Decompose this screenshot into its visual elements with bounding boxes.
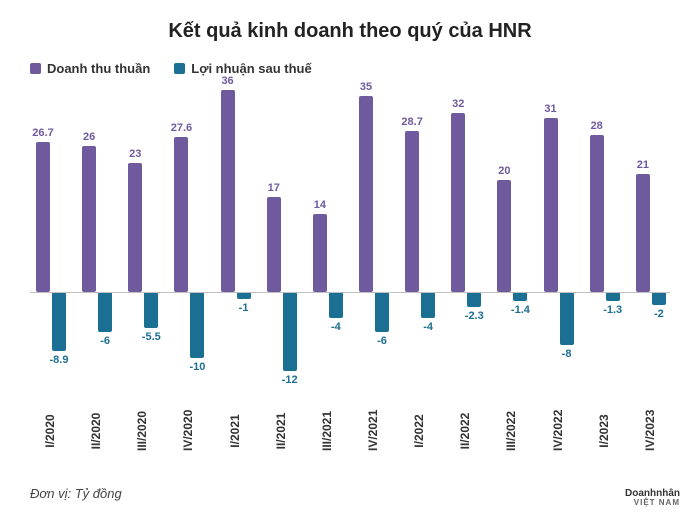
bar-revenue: 23	[128, 163, 142, 292]
x-axis-label: II/2022	[458, 411, 472, 451]
bar-revenue: 26.7	[36, 142, 50, 292]
bar-value-label: -1	[239, 302, 249, 314]
bar-profit: -12	[283, 292, 297, 371]
bar-revenue: 28	[590, 135, 604, 292]
bar-group: 23-5.5	[122, 82, 162, 392]
plot-area: 26.7-8.926-623-5.527.6-1036-117-1214-435…	[30, 82, 670, 392]
x-axis-label: II/2021	[274, 411, 288, 451]
bar-profit: -8	[560, 292, 574, 345]
bar-value-label: 23	[129, 148, 141, 160]
bar-value-label: 31	[544, 103, 556, 115]
bar-group: 14-4	[307, 82, 347, 392]
bar-group: 26.7-8.9	[30, 82, 70, 392]
watermark: Doanhnhân VIỆT NAM	[625, 489, 680, 507]
bar-revenue: 17	[267, 197, 281, 292]
x-axis-label: I/2022	[412, 411, 426, 451]
bar-value-label: 36	[221, 75, 233, 87]
x-axis-label: I/2023	[597, 411, 611, 451]
watermark-sub: VIỆT NAM	[625, 499, 680, 507]
bar-value-label: -12	[282, 374, 298, 386]
bar-value-label: 14	[314, 199, 326, 211]
bar-group: 17-12	[261, 82, 301, 392]
x-axis: I/2020II/2020III/2020IV/2020I/2021II/202…	[30, 396, 670, 410]
x-axis-label: IV/2020	[181, 411, 195, 451]
legend-swatch-revenue	[30, 63, 41, 74]
bar-profit: -4	[421, 292, 435, 318]
x-axis-label: I/2020	[43, 411, 57, 451]
bar-value-label: -4	[331, 321, 341, 333]
bar-group: 21-2	[630, 82, 670, 392]
bar-value-label: 26	[83, 131, 95, 143]
bar-value-label: -6	[100, 335, 110, 347]
bar-value-label: -4	[423, 321, 433, 333]
bar-value-label: 20	[498, 165, 510, 177]
legend-label-revenue: Doanh thu thuần	[47, 61, 150, 76]
bar-profit: -1.3	[606, 292, 620, 301]
chart-title: Kết quả kinh doanh theo quý của HNR	[30, 20, 670, 43]
bar-group: 26-6	[76, 82, 116, 392]
bar-revenue: 35	[359, 96, 373, 292]
bar-revenue: 20	[497, 180, 511, 292]
bar-profit: -8.9	[52, 292, 66, 351]
legend-item-revenue: Doanh thu thuần	[30, 61, 150, 76]
bar-value-label: 28	[591, 120, 603, 132]
bar-value-label: 28.7	[401, 116, 422, 128]
bar-revenue: 27.6	[174, 137, 188, 292]
legend: Doanh thu thuần Lợi nhuận sau thuế	[30, 61, 670, 76]
bar-group: 28-1.3	[584, 82, 624, 392]
bar-group: 27.6-10	[168, 82, 208, 392]
x-axis-label: II/2020	[89, 411, 103, 451]
bar-group: 28.7-4	[399, 82, 439, 392]
bar-revenue: 21	[636, 174, 650, 292]
bar-revenue: 26	[82, 146, 96, 292]
unit-label: Đơn vị: Tỷ đồng	[30, 486, 122, 501]
bar-value-label: -2	[654, 308, 664, 320]
x-axis-label: IV/2022	[551, 411, 565, 451]
bar-value-label: -8	[562, 348, 572, 360]
bar-value-label: 32	[452, 98, 464, 110]
legend-label-profit: Lợi nhuận sau thuế	[191, 61, 311, 76]
bar-value-label: 27.6	[171, 122, 192, 134]
bar-value-label: 21	[637, 159, 649, 171]
bar-profit: -5.5	[144, 292, 158, 328]
bar-group: 35-6	[353, 82, 393, 392]
bar-value-label: 35	[360, 81, 372, 93]
legend-item-profit: Lợi nhuận sau thuế	[174, 61, 311, 76]
bar-revenue: 31	[544, 118, 558, 292]
bar-group: 32-2.3	[445, 82, 485, 392]
legend-swatch-profit	[174, 63, 185, 74]
bar-profit: -6	[375, 292, 389, 332]
bar-revenue: 36	[221, 90, 235, 292]
bar-profit: -1.4	[513, 292, 527, 301]
bar-revenue: 14	[313, 214, 327, 292]
bar-group: 36 -1	[215, 82, 255, 392]
baseline	[30, 292, 670, 293]
bar-revenue: 32	[451, 113, 465, 292]
bar-value-label: -1.4	[511, 304, 530, 316]
x-axis-label: III/2020	[135, 411, 149, 451]
bar-profit: -2.3	[467, 292, 481, 307]
bar-value-label: -1.3	[603, 304, 622, 316]
x-axis-label: I/2021	[228, 411, 242, 451]
bar-value-label: -10	[189, 361, 205, 373]
x-axis-label: III/2021	[320, 411, 334, 451]
bar-value-label: -6	[377, 335, 387, 347]
bar-profit: -4	[329, 292, 343, 318]
bar-value-label: -8.9	[50, 354, 69, 366]
bar-profit: -2	[652, 292, 666, 305]
x-axis-label: III/2022	[504, 411, 518, 451]
bars-row: 26.7-8.926-623-5.527.6-1036-117-1214-435…	[30, 82, 670, 392]
bar-profit: -6	[98, 292, 112, 332]
chart-container: Kết quả kinh doanh theo quý của HNR Doan…	[0, 0, 700, 513]
bar-revenue: 28.7	[405, 131, 419, 292]
x-axis-label: IV/2023	[643, 411, 657, 451]
bar-value-label: -5.5	[142, 331, 161, 343]
bar-value-label: -2.3	[465, 310, 484, 322]
bar-profit: -10	[190, 292, 204, 358]
bar-group: 31-8	[538, 82, 578, 392]
bar-value-label: 17	[268, 182, 280, 194]
bar-value-label: 26.7	[32, 127, 53, 139]
x-axis-label: IV/2021	[366, 411, 380, 451]
bar-group: 20-1.4	[491, 82, 531, 392]
